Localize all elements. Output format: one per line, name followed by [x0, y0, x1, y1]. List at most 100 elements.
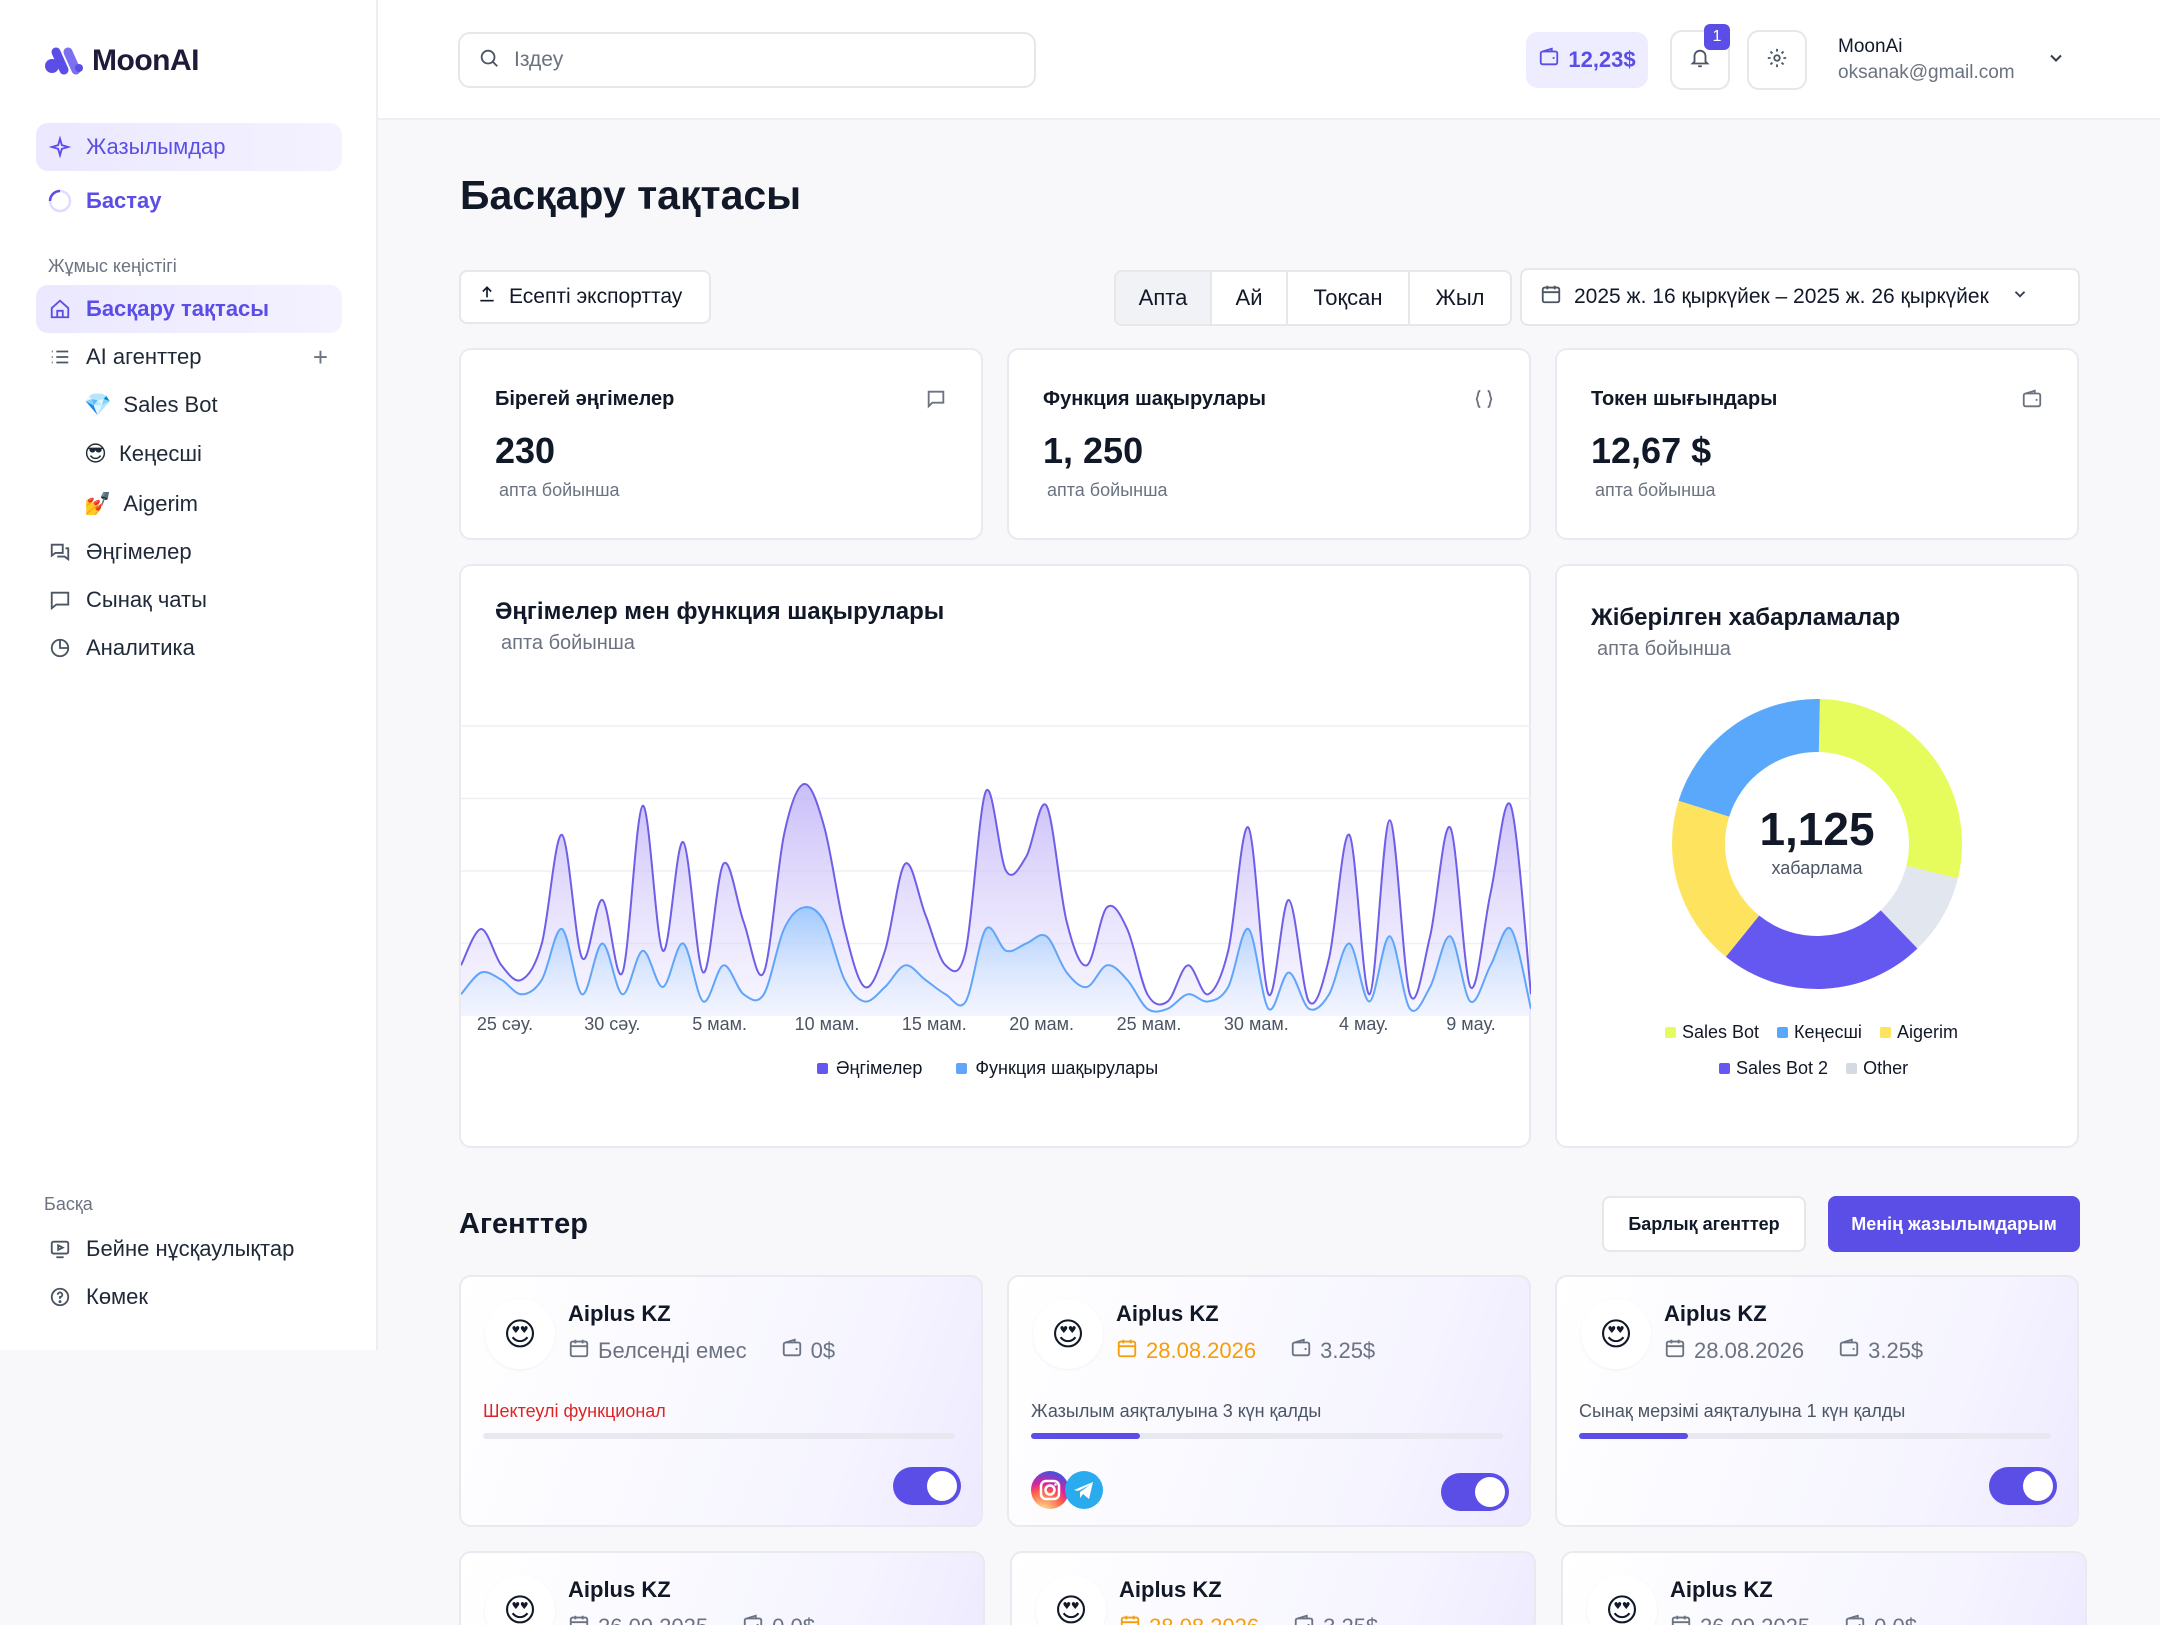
balance-button[interactable]: 12,23$	[1526, 32, 1648, 88]
settings-button[interactable]	[1747, 30, 1807, 90]
period-month[interactable]: Ай	[1212, 272, 1288, 324]
chart-title: Жіберілген хабарламалар	[1591, 604, 1901, 631]
sidebar-item-analytics[interactable]: Аналитика	[36, 624, 342, 672]
agent-date: 28.08.2026	[1149, 1614, 1259, 1625]
agent-card[interactable]: 😍 Aiplus KZ 26.09.2025 0.0$	[1561, 1551, 2087, 1625]
legend-swatch	[1879, 1027, 1891, 1038]
sidebar-item-label: Әңгімелер	[86, 539, 192, 564]
add-agent-icon[interactable]: +	[312, 341, 328, 372]
toggle-knob	[2023, 1471, 2053, 1501]
sidebar-item-conversations[interactable]: Әңгімелер	[36, 528, 342, 576]
sidebar-item-test-chat[interactable]: Сынақ чаты	[36, 576, 342, 624]
user-menu[interactable]: MoonAi oksanak@gmail.com	[1838, 36, 2015, 84]
sidebar-agent-sales-bot[interactable]: 💎 Sales Bot	[84, 392, 218, 418]
legend-label: Other	[1863, 1058, 1909, 1078]
user-name: MoonAi	[1838, 36, 1903, 57]
sidebar-item-dashboard[interactable]: Басқару тақтасы	[36, 285, 342, 333]
function-calls-series-area	[461, 907, 1531, 1016]
stat-card-conversations: Бірегей әңгімелер 230 апта бойынша	[459, 348, 983, 540]
x-tick-label: 25 сәу.	[476, 1014, 534, 1034]
sidebar-agent-advisor[interactable]: 😎 Кеңесші	[84, 441, 202, 467]
sidebar-item-label: Аналитика	[86, 635, 195, 660]
donut-total: 1,125	[1759, 803, 1875, 855]
user-email: oksanak@gmail.com	[1838, 62, 2015, 83]
agent-card[interactable]: 😍 Aiplus KZ 28.08.2026 3.25$ Жазылым аяқ…	[1007, 1275, 1531, 1527]
chart-title: Әңгімелер мен функция шақырулары	[495, 598, 945, 625]
sidebar-agent-label: Sales Bot	[123, 392, 218, 417]
period-quarter[interactable]: Тоқсан	[1288, 272, 1410, 324]
notification-badge: 1	[1704, 24, 1730, 50]
wallet-icon	[1538, 46, 1560, 74]
agent-avatar-emoji: 😍	[1033, 1299, 1103, 1369]
donut-slice-кеңесші	[1678, 699, 1820, 817]
search-box[interactable]	[458, 32, 1036, 88]
agents-section-title: Агенттер	[459, 1208, 588, 1240]
stat-value: 230	[495, 430, 556, 471]
agent-price: 3.25$	[1320, 1338, 1376, 1363]
agent-date: 28.08.2026	[1146, 1338, 1257, 1363]
sidebar-item-help[interactable]: Көмек	[36, 1273, 342, 1321]
wallet-icon	[1838, 1337, 1860, 1365]
date-range-picker[interactable]: 2025 ж. 16 қыркүйек – 2025 ж. 26 қыркүйе…	[1520, 268, 2080, 326]
pie-chart-icon	[48, 636, 72, 660]
upload-icon	[477, 284, 497, 310]
agent-name: Aiplus KZ	[1670, 1577, 1773, 1602]
agent-price: 3.25$	[1868, 1338, 1924, 1363]
wallet-icon	[1290, 1337, 1312, 1365]
period-year[interactable]: Жыл	[1435, 285, 1485, 310]
agent-progress	[1031, 1433, 1503, 1439]
agent-toggle[interactable]	[1441, 1473, 1509, 1511]
agent-price: 0.0$	[1874, 1614, 1917, 1625]
my-subscriptions-button[interactable]: Менің жазылымдарым	[1828, 1196, 2080, 1252]
chart-legend: Әңгімелер Функция шақырулары	[817, 1058, 1158, 1079]
agent-avatar-emoji: 😍	[1587, 1575, 1657, 1625]
nail-polish-icon: 💅	[84, 491, 112, 516]
agent-status: Жазылым аяқталуына 3 күн қалды	[1031, 1401, 1322, 1421]
sidebar-item-label: Көмек	[86, 1284, 149, 1309]
all-agents-button[interactable]: Барлық агенттер	[1602, 1196, 1806, 1252]
agent-progress	[483, 1433, 955, 1439]
sidebar-agent-aigerim[interactable]: 💅 Aigerim	[84, 491, 198, 517]
instagram-icon[interactable]	[1031, 1471, 1069, 1509]
period-week[interactable]: Апта	[1116, 272, 1212, 324]
agent-meta: 26.09.2025 0.0$	[568, 1613, 815, 1625]
agent-card[interactable]: 😍 Aiplus KZ 28.08.2026 3.25$	[1010, 1551, 1536, 1625]
telegram-icon[interactable]	[1065, 1471, 1103, 1509]
sidebar-item-subscriptions[interactable]: Жазылымдар	[36, 123, 342, 171]
agent-date: 26.09.2025	[1700, 1614, 1810, 1625]
video-icon	[48, 1237, 72, 1261]
workspace-section-label: Жұмыс кеңістігі	[48, 256, 177, 276]
legend-swatch	[1777, 1027, 1789, 1038]
chevron-down-icon[interactable]	[2046, 48, 2066, 73]
search-input[interactable]	[514, 48, 994, 72]
legend-swatch	[956, 1063, 968, 1074]
app-logo[interactable]: MoonAI	[44, 44, 199, 78]
sidebar-item-start[interactable]: Бастау	[36, 177, 342, 225]
notifications-button[interactable]: 1	[1670, 24, 1730, 90]
agent-card[interactable]: 😍 Aiplus KZ 28.08.2026 3.25$ Сынақ мерзі…	[1555, 1275, 2079, 1527]
agent-toggle[interactable]	[893, 1467, 961, 1505]
export-report-button[interactable]: Есепті экспорттау	[459, 270, 711, 324]
agent-price: 3.25$	[1323, 1614, 1378, 1625]
stat-title: Функция шақырулары	[1043, 388, 1266, 410]
wallet-icon	[1844, 1613, 1866, 1625]
agent-card[interactable]: 😍 Aiplus KZ 26.09.2025 0.0$	[459, 1551, 985, 1625]
sidebar-item-ai-agents[interactable]: AI агенттер +	[36, 333, 342, 381]
moon-logo-icon	[45, 47, 83, 75]
agent-date: 28.08.2026	[1694, 1338, 1805, 1363]
legend-swatch	[1846, 1063, 1858, 1074]
stat-subtitle: апта бойынша	[1047, 480, 1168, 500]
sidebar: MoonAI Жазылымдар Бастау Жұмыс кеңістігі…	[0, 0, 378, 1350]
export-label: Есепті экспорттау	[509, 285, 683, 308]
legend-label: Sales Bot 2	[1736, 1058, 1829, 1078]
wallet-icon	[781, 1337, 803, 1365]
agent-meta: 28.08.2026 3.25$	[1119, 1613, 1378, 1625]
donut-slice-sales-bot-2	[1725, 910, 1918, 989]
sidebar-item-video-guides[interactable]: Бейне нұсқаулықтар	[36, 1225, 342, 1273]
agent-avatar-emoji: 😍	[485, 1299, 555, 1369]
x-tick-label: 5 мам.	[692, 1014, 748, 1034]
agent-toggle[interactable]	[1989, 1467, 2057, 1505]
agent-card[interactable]: 😍 Aiplus KZ Белсенді емес 0$ Шектеулі фу…	[459, 1275, 983, 1527]
agent-progress-fill	[1031, 1433, 1140, 1439]
sidebar-item-label: Бейне нұсқаулықтар	[86, 1236, 295, 1261]
